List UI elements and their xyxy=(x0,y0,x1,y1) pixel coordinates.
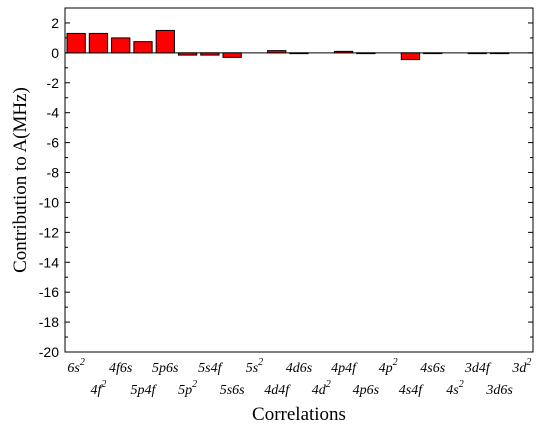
x-category-label: 5p4f xyxy=(131,383,158,398)
plot-frame xyxy=(64,7,534,353)
y-tick-label: -12 xyxy=(39,224,59,240)
bar xyxy=(88,32,109,54)
x-category-label: 3d2 xyxy=(511,357,531,376)
y-tick-label: -4 xyxy=(47,105,60,121)
x-category-label: 4f2 xyxy=(90,379,106,398)
y-tick-label: -14 xyxy=(39,254,59,270)
x-axis-title: Correlations xyxy=(252,404,346,425)
y-tick-label: 2 xyxy=(51,15,59,31)
bar xyxy=(155,29,175,54)
bar xyxy=(111,37,131,54)
bar xyxy=(400,52,421,61)
x-category-label: 5p2 xyxy=(178,379,197,398)
x-category-label: 4s4f xyxy=(399,383,424,398)
y-tick-label: -2 xyxy=(47,75,60,91)
x-category-label: 4d4f xyxy=(264,383,291,398)
bars-layer xyxy=(66,29,510,61)
y-tick-label: 0 xyxy=(51,45,59,61)
bar xyxy=(467,52,487,55)
x-category-label: 4d6s xyxy=(286,361,313,376)
x-category-label: 4p6s xyxy=(353,383,380,398)
x-category-label: 5p6s xyxy=(152,361,179,376)
x-category-label: 3d6s xyxy=(485,383,513,398)
x-category-label: 4p4f xyxy=(331,361,358,376)
x-category-label: 4d2 xyxy=(312,379,331,398)
x-category-label: 5s4f xyxy=(198,361,223,376)
x-category-label: 4s2 xyxy=(446,379,463,398)
y-tick-label: -16 xyxy=(39,284,59,300)
x-category-label: 5s6s xyxy=(220,383,245,398)
axes-layer: 2 0 -2 -4 -6 -8 -10 -12 -14 -16 -18 -20 xyxy=(39,15,533,360)
y-tick-label: -6 xyxy=(47,135,60,151)
x-category-label: 6s2 xyxy=(67,357,84,376)
bar xyxy=(133,41,153,54)
bar xyxy=(333,50,354,54)
x-category-label: 3d4f xyxy=(464,361,492,376)
x-category-label: 4p2 xyxy=(379,357,398,376)
bar xyxy=(177,52,198,56)
bar xyxy=(66,32,86,54)
bar xyxy=(289,52,309,55)
bar xyxy=(222,52,242,58)
bar xyxy=(356,52,376,55)
bar xyxy=(267,50,287,54)
x-category-label: 4s6s xyxy=(420,361,445,376)
bar xyxy=(423,52,443,55)
y-tick-label: -18 xyxy=(39,314,59,330)
y-axis-title: Contribution to A(MHz) xyxy=(10,87,31,273)
x-category-label: 4f6s xyxy=(109,361,133,376)
bar xyxy=(200,52,220,56)
y-tick-label: -10 xyxy=(39,194,59,210)
y-tick-label: -20 xyxy=(39,344,59,360)
y-tick-label: -8 xyxy=(47,165,60,181)
bar xyxy=(489,52,510,55)
x-category-label: 5s2 xyxy=(246,357,263,376)
